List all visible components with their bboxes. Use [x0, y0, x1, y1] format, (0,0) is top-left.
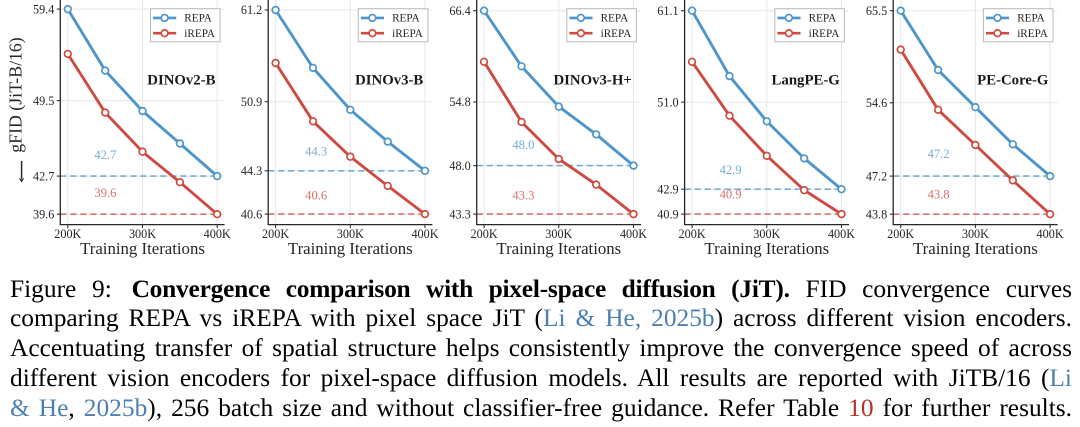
svg-text:iREPA: iREPA — [184, 28, 215, 40]
svg-text:200K: 200K — [679, 227, 706, 241]
svg-text:DINOv3-B: DINOv3-B — [355, 72, 423, 88]
svg-text:65.5: 65.5 — [866, 4, 887, 18]
svg-text:Training Iterations: Training Iterations — [80, 239, 205, 258]
svg-text:300K: 300K — [129, 227, 156, 241]
svg-text:39.6: 39.6 — [33, 207, 54, 221]
svg-text:59.4: 59.4 — [33, 2, 54, 16]
svg-text:400K: 400K — [411, 227, 438, 241]
svg-text:200K: 200K — [262, 227, 289, 241]
svg-text:iREPA: iREPA — [1017, 28, 1048, 40]
svg-text:50.9: 50.9 — [241, 95, 262, 109]
svg-text:300K: 300K — [753, 227, 780, 241]
svg-text:61.1: 61.1 — [657, 4, 678, 18]
svg-text:42.7: 42.7 — [94, 148, 116, 162]
svg-text:66.4: 66.4 — [449, 4, 470, 18]
svg-text:61.2: 61.2 — [241, 3, 262, 17]
svg-text:LangPE-G: LangPE-G — [772, 72, 841, 88]
svg-text:47.2: 47.2 — [866, 169, 887, 183]
svg-text:48.0: 48.0 — [449, 159, 470, 173]
svg-text:200K: 200K — [887, 227, 914, 241]
svg-text:39.6: 39.6 — [94, 186, 116, 200]
svg-text:51.0: 51.0 — [657, 95, 678, 109]
svg-text:42.9: 42.9 — [720, 163, 742, 177]
svg-text:43.3: 43.3 — [449, 207, 470, 221]
svg-text:Training Iterations: Training Iterations — [288, 239, 413, 258]
svg-text:iREPA: iREPA — [601, 28, 632, 40]
svg-text:54.6: 54.6 — [866, 96, 887, 110]
svg-text:49.5: 49.5 — [33, 94, 54, 108]
svg-text:REPA: REPA — [1017, 13, 1045, 25]
svg-text:PE-Core-G: PE-Core-G — [977, 72, 1049, 88]
svg-text:300K: 300K — [337, 227, 364, 241]
svg-text:40.6: 40.6 — [241, 207, 262, 221]
svg-text:Training Iterations: Training Iterations — [913, 239, 1038, 258]
svg-text:DINOv2-B: DINOv2-B — [147, 72, 215, 88]
svg-text:42.9: 42.9 — [657, 182, 678, 196]
svg-text:54.8: 54.8 — [449, 95, 470, 109]
svg-text:44.3: 44.3 — [241, 164, 262, 178]
svg-text:200K: 200K — [471, 227, 498, 241]
svg-text:REPA: REPA — [601, 13, 629, 25]
svg-text:44.3: 44.3 — [305, 145, 327, 159]
svg-text:48.0: 48.0 — [512, 138, 534, 152]
svg-text:40.6: 40.6 — [305, 188, 327, 202]
svg-text:43.3: 43.3 — [512, 188, 534, 202]
svg-text:42.7: 42.7 — [33, 169, 54, 183]
svg-text:DINOv3-H+: DINOv3-H+ — [553, 72, 631, 88]
svg-text:47.2: 47.2 — [928, 147, 950, 161]
svg-text:400K: 400K — [1037, 227, 1064, 241]
svg-text:REPA: REPA — [184, 13, 212, 25]
svg-text:Training Iterations: Training Iterations — [496, 239, 621, 258]
svg-text:300K: 300K — [962, 227, 989, 241]
svg-text:gFID (JiT-B/16): gFID (JiT-B/16) — [6, 37, 27, 152]
svg-text:300K: 300K — [545, 227, 572, 241]
svg-text:Training Iterations: Training Iterations — [704, 239, 829, 258]
svg-text:400K: 400K — [204, 227, 231, 241]
svg-text:400K: 400K — [828, 227, 855, 241]
svg-text:40.9: 40.9 — [720, 187, 742, 201]
svg-text:REPA: REPA — [392, 13, 420, 25]
svg-text:200K: 200K — [54, 227, 81, 241]
svg-text:400K: 400K — [620, 227, 647, 241]
svg-text:40.9: 40.9 — [657, 207, 678, 221]
svg-text:43.8: 43.8 — [866, 207, 887, 221]
svg-text:43.8: 43.8 — [928, 187, 950, 201]
svg-text:iREPA: iREPA — [809, 28, 840, 40]
svg-text:iREPA: iREPA — [392, 28, 423, 40]
svg-text:REPA: REPA — [809, 13, 837, 25]
